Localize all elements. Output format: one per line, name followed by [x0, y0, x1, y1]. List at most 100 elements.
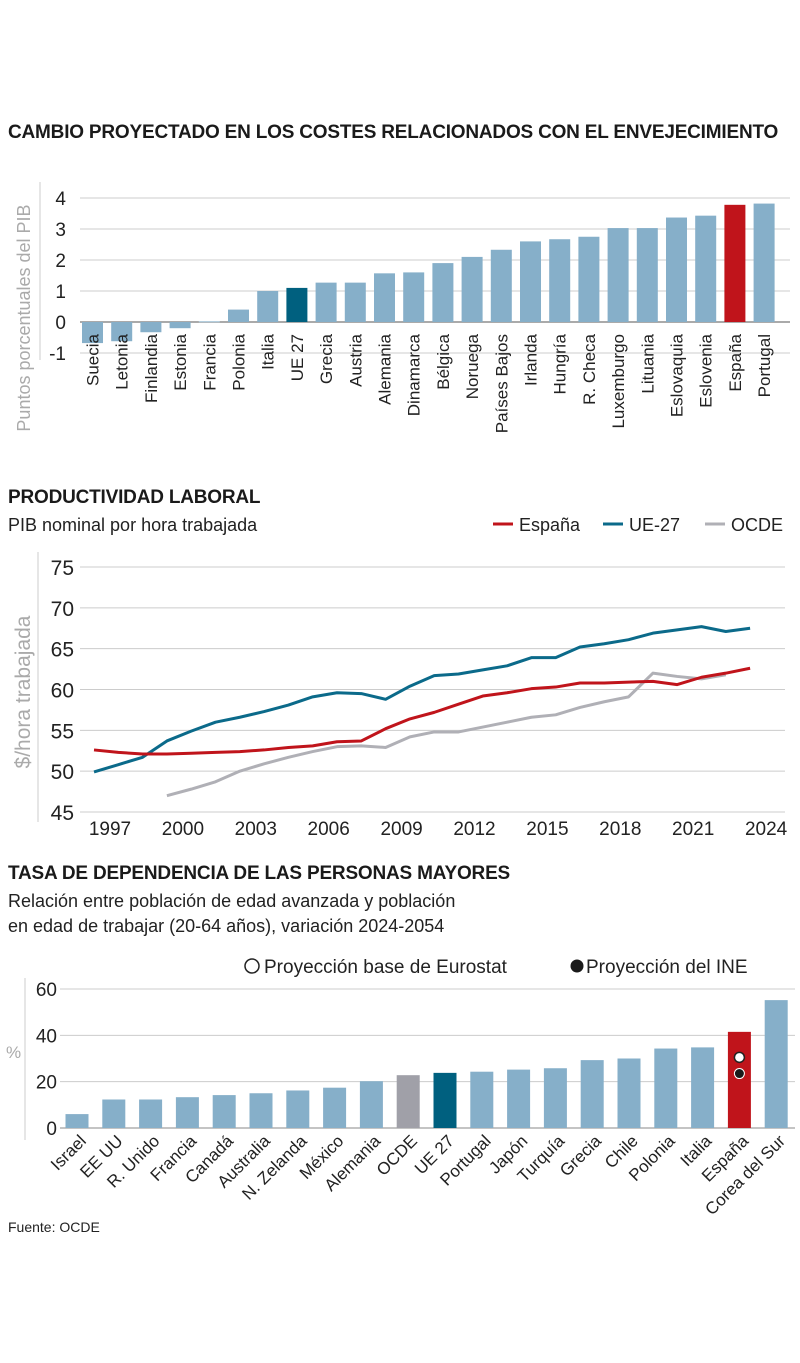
chart3-subtitle-line2: en edad de trabajar (20-64 años), variac… [8, 916, 445, 936]
bar-noruega [461, 256, 483, 322]
y-tick-label: 0 [55, 313, 66, 334]
bar-italia [691, 1047, 715, 1128]
bar-n.-zelanda [286, 1090, 310, 1128]
x-tick-label: 2021 [672, 819, 714, 840]
legend-label: Proyección base de Eurostat [264, 957, 508, 978]
x-tick-label: Noruega [463, 333, 482, 399]
bar-austria [344, 282, 366, 322]
x-tick-label: Luxemburgo [609, 334, 628, 429]
bar-alemania [374, 273, 395, 322]
bar-polonia [228, 309, 249, 322]
bar-letonia [111, 322, 133, 342]
bar-francia [198, 321, 220, 323]
y-tick-label: 75 [51, 557, 74, 580]
bar-irlanda [520, 241, 541, 322]
bar-australia [249, 1093, 273, 1128]
y-axis-title: % [6, 1043, 21, 1062]
x-tick-label: Grecia [317, 333, 336, 384]
bar-polonia [654, 1048, 678, 1128]
bar-portugal [753, 203, 775, 322]
bar-grecia [580, 1060, 604, 1128]
bar-hungría [549, 239, 571, 322]
chart3-title: TASA DE DEPENDENCIA DE LAS PERSONAS MAYO… [8, 863, 511, 884]
x-tick-label: Francia [200, 333, 219, 390]
bar-suecia [82, 322, 103, 344]
x-tick-label: Países Bajos [492, 334, 511, 433]
legend-label: UE-27 [629, 515, 680, 535]
bar-francia [175, 1097, 199, 1128]
x-tick-label: Italia [259, 333, 278, 369]
x-tick-label: Alemania [376, 333, 395, 404]
y-tick-label: 60 [36, 980, 57, 1001]
bar-r.-checa [578, 236, 600, 322]
marker-ine [733, 1068, 745, 1080]
x-tick-label: Polonia [230, 333, 249, 390]
x-tick-label: 1997 [89, 819, 131, 840]
bar-eslovenia [695, 215, 717, 322]
x-tick-label: 2015 [526, 819, 568, 840]
x-tick-label: R. Checa [580, 333, 599, 404]
bar-israel [65, 1114, 89, 1128]
legend-label: OCDE [731, 515, 783, 535]
y-tick-label: 3 [55, 220, 66, 241]
y-tick-label: 40 [36, 1026, 57, 1047]
chart1-aging-costs: 4 3 2 1 0 -1 Suecia Letonia Finlandia Estonia Fran… [14, 182, 790, 433]
y-tick-label: 55 [51, 720, 74, 743]
bar-españa [724, 204, 746, 322]
x-tick-label: Lituania [638, 333, 657, 393]
source-note: Fuente: OCDE [8, 1219, 100, 1235]
bar-portugal [470, 1071, 494, 1128]
bar-lituania [636, 228, 658, 322]
chart2-productivity: 75 70 65 60 55 50 45 1997 2000 2003 2006 2009 2012 20… [12, 515, 788, 840]
y-tick-label: 2 [55, 251, 66, 272]
x-tick-label: Eslovaquia [668, 333, 687, 417]
y-axis-title: Puntos porcentuales del PIB [14, 204, 34, 431]
x-tick-label: 2018 [599, 819, 641, 840]
x-tick-label: Austria [346, 333, 365, 386]
x-tick-label: 2006 [308, 819, 350, 840]
bar-ue-27 [433, 1072, 457, 1128]
x-tick-label: 2009 [380, 819, 422, 840]
bar-alemania [359, 1081, 383, 1128]
bar-finlandia [140, 322, 162, 333]
x-tick-label: Bélgica [434, 333, 453, 389]
legend-eurostat-icon [244, 958, 260, 974]
y-tick-label: 1 [55, 282, 66, 303]
x-tick-label: 2000 [162, 819, 204, 840]
x-tick-label: Irlanda [522, 333, 541, 386]
x-tick-label: Eslovenia [697, 333, 716, 407]
bar-españa [727, 1031, 751, 1128]
y-tick-label: 65 [51, 639, 74, 662]
x-tick-label: UE 27 [288, 334, 307, 381]
marker-eurostat [733, 1051, 746, 1064]
bar-méxico [323, 1087, 347, 1128]
y-tick-label: -1 [49, 344, 66, 365]
x-tick-label: Dinamarca [405, 333, 424, 416]
x-tick-label: 2012 [453, 819, 495, 840]
y-tick-label: 50 [51, 761, 74, 784]
y-tick-label: 60 [51, 680, 74, 703]
bar-eslovaquia [666, 217, 687, 322]
y-tick-label: 20 [36, 1073, 57, 1094]
line-españa [93, 666, 751, 756]
x-tick-label: Finlandia [142, 333, 161, 403]
bar-ocde [396, 1075, 420, 1128]
bar-turquía [543, 1068, 567, 1128]
legend-label: España [519, 515, 581, 535]
chart1-title: CAMBIO PROYECTADO EN LOS COSTES RELACION… [8, 122, 779, 143]
x-tick-label: 2003 [235, 819, 277, 840]
y-tick-label: 45 [51, 802, 74, 825]
y-tick-label: 0 [46, 1119, 57, 1140]
chart2-title: PRODUCTIVIDAD LABORAL [8, 487, 261, 508]
bar-ee-uu [102, 1099, 126, 1128]
y-axis-title: $/hora trabajada [12, 615, 35, 768]
bar-chile [617, 1058, 641, 1128]
chart3-subtitle-line1: Relación entre población de edad avanzad… [8, 891, 456, 911]
x-tick-label: Hungría [551, 333, 570, 394]
bar-dinamarca [403, 272, 425, 322]
bar-estonia [169, 322, 191, 329]
bar-r.-unido [139, 1099, 163, 1128]
x-tick-label: Grecia [556, 1131, 605, 1180]
line-ocde [166, 671, 727, 798]
